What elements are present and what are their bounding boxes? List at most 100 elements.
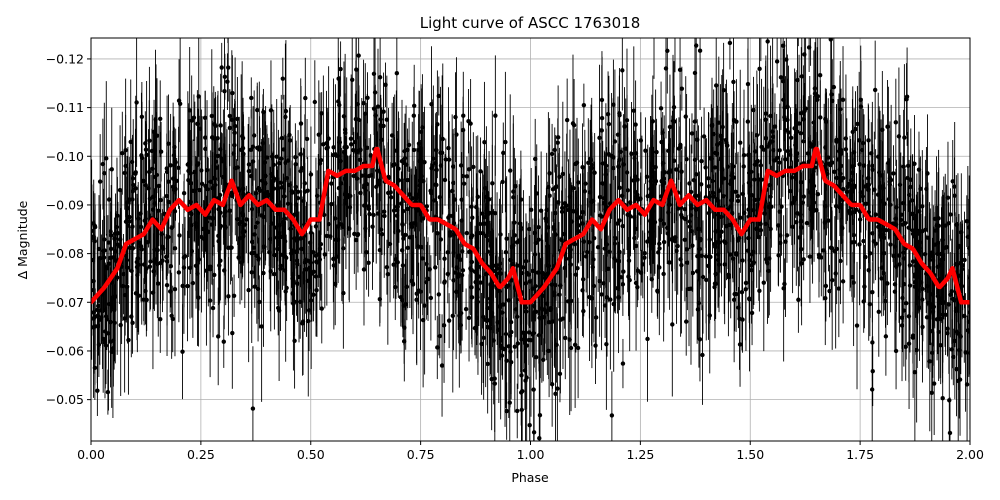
data-point: [503, 139, 508, 145]
data-point: [339, 222, 345, 227]
data-point: [752, 177, 757, 182]
data-point: [729, 173, 735, 178]
data-point: [575, 345, 581, 351]
data-point: [107, 301, 112, 307]
data-point: [102, 248, 107, 253]
data-point: [695, 137, 700, 142]
data-point: [684, 156, 689, 162]
data-point: [749, 267, 754, 273]
data-point: [109, 246, 114, 252]
data-point: [271, 176, 277, 182]
data-point: [507, 400, 512, 405]
data-point: [672, 235, 678, 240]
data-point: [822, 220, 827, 225]
data-point: [151, 207, 156, 212]
data-point: [480, 211, 485, 216]
data-point: [829, 277, 835, 283]
data-point: [782, 105, 787, 110]
data-point: [912, 216, 917, 221]
data-point: [572, 242, 578, 247]
data-point: [615, 221, 620, 226]
data-point: [678, 142, 683, 148]
data-point: [861, 299, 866, 304]
data-point: [149, 148, 155, 154]
data-point: [173, 186, 178, 192]
x-tick-label: 1.50: [736, 447, 764, 462]
data-point: [230, 330, 235, 336]
data-point: [212, 272, 217, 278]
data-point: [172, 209, 178, 214]
data-point: [300, 321, 305, 326]
data-point: [168, 263, 174, 269]
data-point: [700, 274, 706, 280]
data-point: [832, 248, 837, 254]
data-point: [450, 313, 455, 319]
data-point: [903, 220, 908, 226]
data-point: [936, 223, 941, 228]
data-point: [375, 104, 381, 109]
data-point: [439, 363, 445, 368]
y-tick-label: −0.11: [46, 100, 84, 115]
data-point: [311, 269, 316, 275]
data-point: [942, 245, 947, 251]
data-point: [530, 332, 535, 337]
data-point: [903, 344, 908, 350]
data-point: [966, 329, 970, 334]
data-point: [478, 280, 483, 285]
data-point: [261, 109, 266, 115]
data-point: [695, 307, 701, 312]
model-curve-layer: [91, 146, 970, 305]
data-point: [802, 52, 807, 57]
data-point: [935, 293, 941, 299]
data-point: [446, 157, 452, 162]
data-point: [401, 303, 407, 308]
data-point: [638, 138, 644, 143]
data-point: [621, 269, 626, 274]
data-point: [537, 412, 543, 418]
data-point: [751, 107, 756, 113]
data-point: [823, 283, 829, 289]
data-point: [312, 99, 318, 105]
data-point: [902, 135, 907, 140]
data-point: [946, 302, 952, 307]
data-point: [545, 301, 550, 306]
data-point: [761, 280, 766, 285]
data-point: [92, 238, 97, 244]
data-point: [581, 102, 587, 108]
data-point: [189, 118, 194, 123]
data-point: [428, 295, 434, 301]
data-point: [115, 275, 120, 280]
data-point: [196, 295, 201, 300]
data-point: [589, 165, 595, 171]
data-point: [531, 387, 536, 392]
data-point: [388, 195, 394, 200]
data-point: [158, 116, 163, 121]
data-point: [123, 148, 128, 153]
data-point: [106, 197, 112, 202]
data-point: [893, 348, 899, 354]
data-point: [789, 201, 795, 206]
data-point: [778, 233, 783, 238]
x-tick-label: 1.25: [626, 447, 654, 462]
data-point: [185, 162, 191, 167]
data-point: [918, 240, 923, 245]
data-point: [331, 152, 336, 158]
data-point: [283, 108, 289, 114]
y-tick-label: −0.06: [46, 343, 84, 358]
data-point: [667, 168, 673, 173]
data-point: [528, 207, 534, 213]
data-point: [105, 389, 111, 395]
data-point: [311, 250, 316, 255]
data-point: [799, 74, 805, 79]
data-point: [897, 262, 902, 267]
data-point: [720, 124, 725, 130]
data-point: [962, 257, 967, 263]
data-point: [97, 179, 103, 184]
data-point: [405, 206, 410, 212]
data-point: [888, 202, 893, 208]
data-point: [891, 253, 896, 259]
data-point: [503, 331, 509, 337]
data-point: [125, 223, 131, 228]
y-tick-label: −0.05: [46, 392, 84, 407]
data-point: [875, 192, 881, 197]
